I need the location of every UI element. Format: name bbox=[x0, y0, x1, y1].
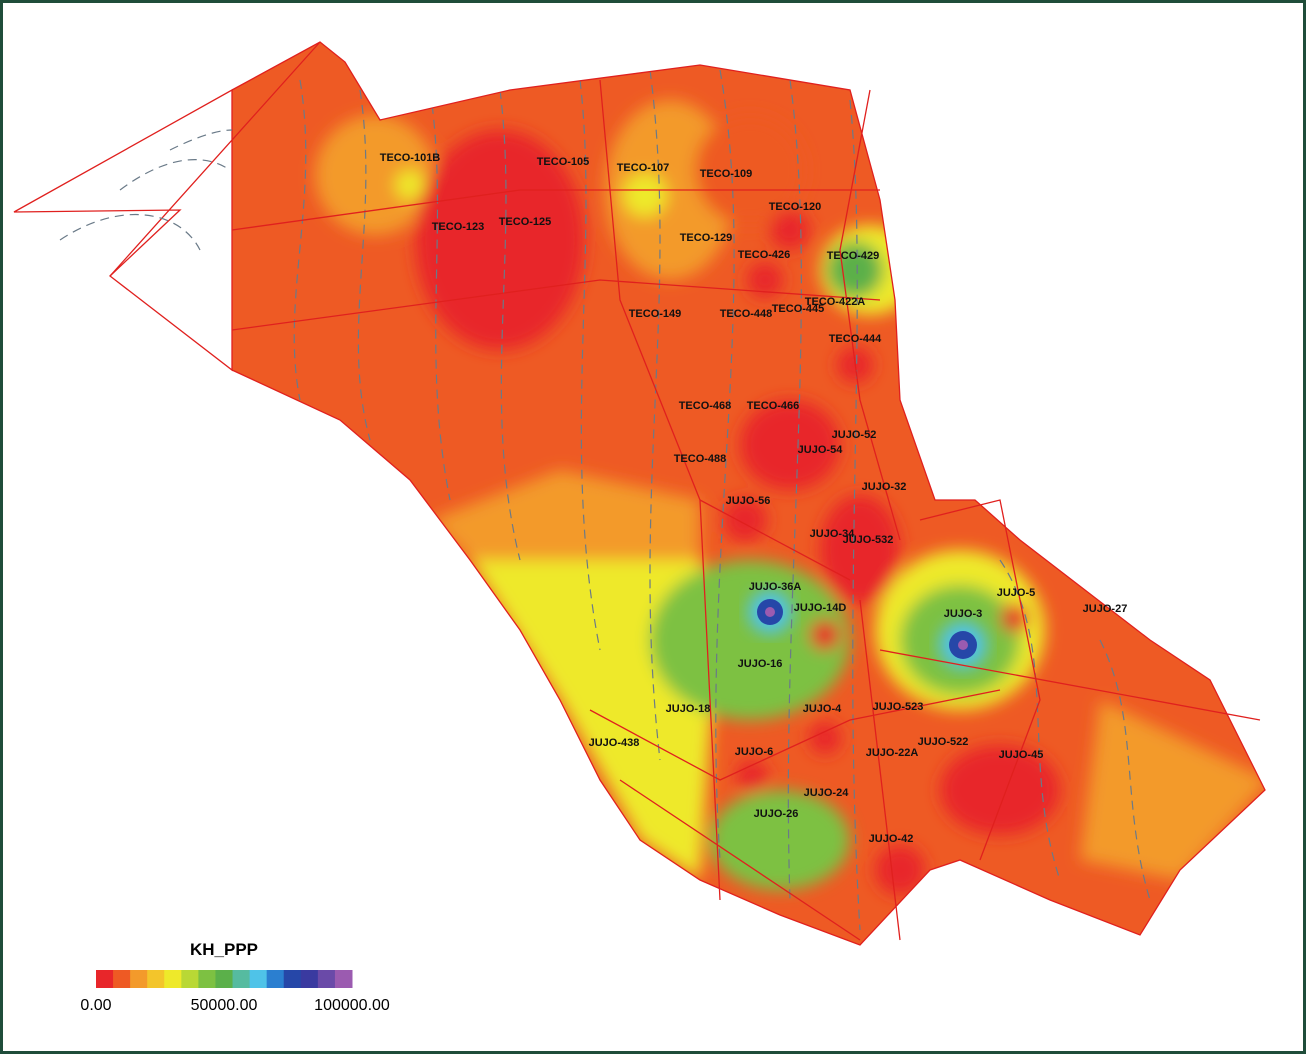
legend-swatch bbox=[130, 970, 148, 988]
well-label: TECO-444 bbox=[829, 333, 882, 345]
well-label: TECO-125 bbox=[499, 216, 552, 228]
well-label: TECO-129 bbox=[680, 232, 733, 244]
well-label: TECO-105 bbox=[537, 156, 590, 168]
legend-swatch bbox=[147, 970, 165, 988]
legend-swatch bbox=[181, 970, 199, 988]
well-label: JUJO-26 bbox=[754, 808, 799, 820]
well-label: JUJO-14D bbox=[794, 602, 847, 614]
well-label: JUJO-5 bbox=[997, 587, 1036, 599]
well-label: JUJO-16 bbox=[738, 658, 783, 670]
legend-tick-label: 100000.00 bbox=[314, 997, 390, 1014]
well-label: TECO-123 bbox=[432, 221, 485, 233]
legend-swatch bbox=[300, 970, 319, 988]
well-label: JUJO-3 bbox=[944, 608, 983, 620]
legend-swatch bbox=[215, 970, 234, 988]
well-label: JUJO-6 bbox=[735, 746, 774, 758]
well-label: JUJO-34 bbox=[810, 528, 856, 540]
well-label: JUJO-54 bbox=[798, 444, 844, 456]
well-label: TECO-109 bbox=[700, 168, 753, 180]
well-label: TECO-445 bbox=[772, 303, 825, 315]
well-labels: TECO-101B TECO-105 TECO-107 TECO-109 TECO-12… bbox=[380, 152, 1128, 845]
well-label: JUJO-36A bbox=[749, 581, 802, 593]
legend-swatch bbox=[283, 970, 302, 988]
well-label: JUJO-4 bbox=[803, 703, 842, 715]
well-label: TECO-448 bbox=[720, 308, 773, 320]
well-label: JUJO-22A bbox=[866, 747, 919, 759]
well-label: JUJO-24 bbox=[804, 787, 850, 799]
well-label: JUJO-32 bbox=[862, 481, 907, 493]
legend-swatch bbox=[249, 970, 268, 988]
legend: KH_PPP 0.00 50000.00 100000.00 bbox=[80, 940, 389, 1014]
well-label: JUJO-18 bbox=[666, 703, 711, 715]
well-label: JUJO-522 bbox=[918, 736, 969, 748]
legend-swatch bbox=[164, 970, 182, 988]
legend-tick-label: 0.00 bbox=[80, 997, 111, 1014]
well-label: TECO-426 bbox=[738, 249, 791, 261]
well-label: JUJO-45 bbox=[999, 749, 1044, 761]
well-label: TECO-120 bbox=[769, 201, 822, 213]
well-label: JUJO-438 bbox=[589, 737, 640, 749]
legend-swatch bbox=[113, 970, 131, 988]
fault-lines bbox=[13, 41, 1266, 946]
well-label: TECO-107 bbox=[617, 162, 670, 174]
well-label: TECO-149 bbox=[629, 308, 682, 320]
legend-tick-label: 50000.00 bbox=[191, 997, 258, 1014]
legend-swatch bbox=[198, 970, 216, 988]
well-label: TECO-101B bbox=[380, 152, 441, 164]
legend-swatch bbox=[266, 970, 285, 988]
well-label: TECO-429 bbox=[827, 250, 880, 262]
well-label: JUJO-27 bbox=[1083, 603, 1128, 615]
well-label: JUJO-42 bbox=[869, 833, 914, 845]
legend-swatch bbox=[334, 970, 353, 988]
well-label: TECO-468 bbox=[679, 400, 732, 412]
well-label: JUJO-52 bbox=[832, 429, 877, 441]
legend-swatch bbox=[232, 970, 251, 988]
legend-swatch bbox=[317, 970, 336, 988]
well-label: JUJO-56 bbox=[726, 495, 771, 507]
well-label: TECO-488 bbox=[674, 453, 727, 465]
well-label: JUJO-532 bbox=[843, 534, 894, 546]
well-label: JUJO-523 bbox=[873, 701, 924, 713]
legend-title: KH_PPP bbox=[190, 940, 258, 959]
well-label: TECO-466 bbox=[747, 400, 800, 412]
legend-swatch bbox=[96, 970, 114, 988]
well-label: TECO-422A bbox=[805, 296, 866, 308]
